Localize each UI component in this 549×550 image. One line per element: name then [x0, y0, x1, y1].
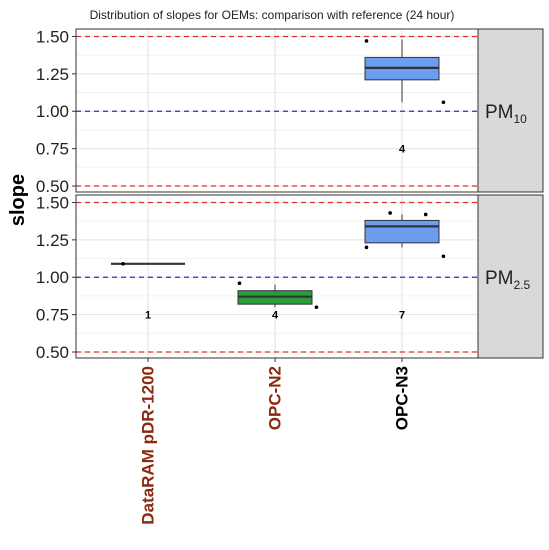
- facet-strip-label: PM2.5: [485, 268, 531, 292]
- y-tick-label: 1.00: [36, 102, 69, 121]
- x-tick-label: DataRAM pDR-1200: [139, 366, 158, 525]
- box: 7: [364, 211, 446, 322]
- data-point: [423, 212, 428, 217]
- count-label: 1: [145, 310, 151, 322]
- data-point: [441, 100, 446, 105]
- facet-strip-label: PM10: [485, 102, 527, 126]
- y-tick-label: 1.25: [36, 231, 69, 250]
- count-label: 4: [272, 310, 279, 322]
- y-tick-label: 1.00: [36, 268, 69, 287]
- data-point: [364, 39, 369, 43]
- data-point: [364, 245, 369, 250]
- panel-background: [76, 29, 478, 192]
- y-tick-label: 0.75: [36, 140, 69, 159]
- y-tick-label: 0.50: [36, 343, 69, 362]
- facet-panel: 1 4 7 0.50 0.75 1.00 1.25 1.50 PM2.5: [36, 193, 544, 362]
- x-tick-label: OPC-N2: [266, 366, 285, 430]
- count-label: 7: [399, 310, 405, 322]
- box: 4: [237, 281, 319, 322]
- facet-strip: [477, 194, 544, 359]
- facet-panels: 4 0.50 0.75 1.00 1.25 1.50 PM10 1 4 7 0.50 0.75 1.00…: [36, 27, 544, 362]
- box: 4: [364, 39, 446, 156]
- y-tick-label: 1.25: [36, 65, 69, 84]
- y-tick-label: 1.50: [36, 27, 69, 46]
- box-body: [364, 219, 440, 244]
- y-tick-label: 0.75: [36, 306, 69, 325]
- data-point: [441, 254, 446, 259]
- x-axis-tick-labels: DataRAM pDR-1200 OPC-N2 OPC-N3: [139, 358, 412, 525]
- facet-panel: 4 0.50 0.75 1.00 1.25 1.50 PM10: [36, 27, 544, 196]
- y-tick-label: 0.50: [36, 177, 69, 196]
- facet-strip: [477, 28, 544, 193]
- chart-title: Distribution of slopes for OEMs: compari…: [90, 8, 455, 22]
- data-point: [314, 305, 319, 309]
- data-point: [237, 281, 242, 286]
- data-point: [388, 211, 392, 215]
- box: 1: [111, 261, 185, 322]
- y-axis-label: slope: [7, 174, 29, 226]
- data-point: [121, 261, 125, 266]
- count-label: 4: [399, 144, 406, 156]
- x-tick-label: OPC-N3: [393, 366, 412, 430]
- y-tick-label: 1.50: [36, 193, 69, 212]
